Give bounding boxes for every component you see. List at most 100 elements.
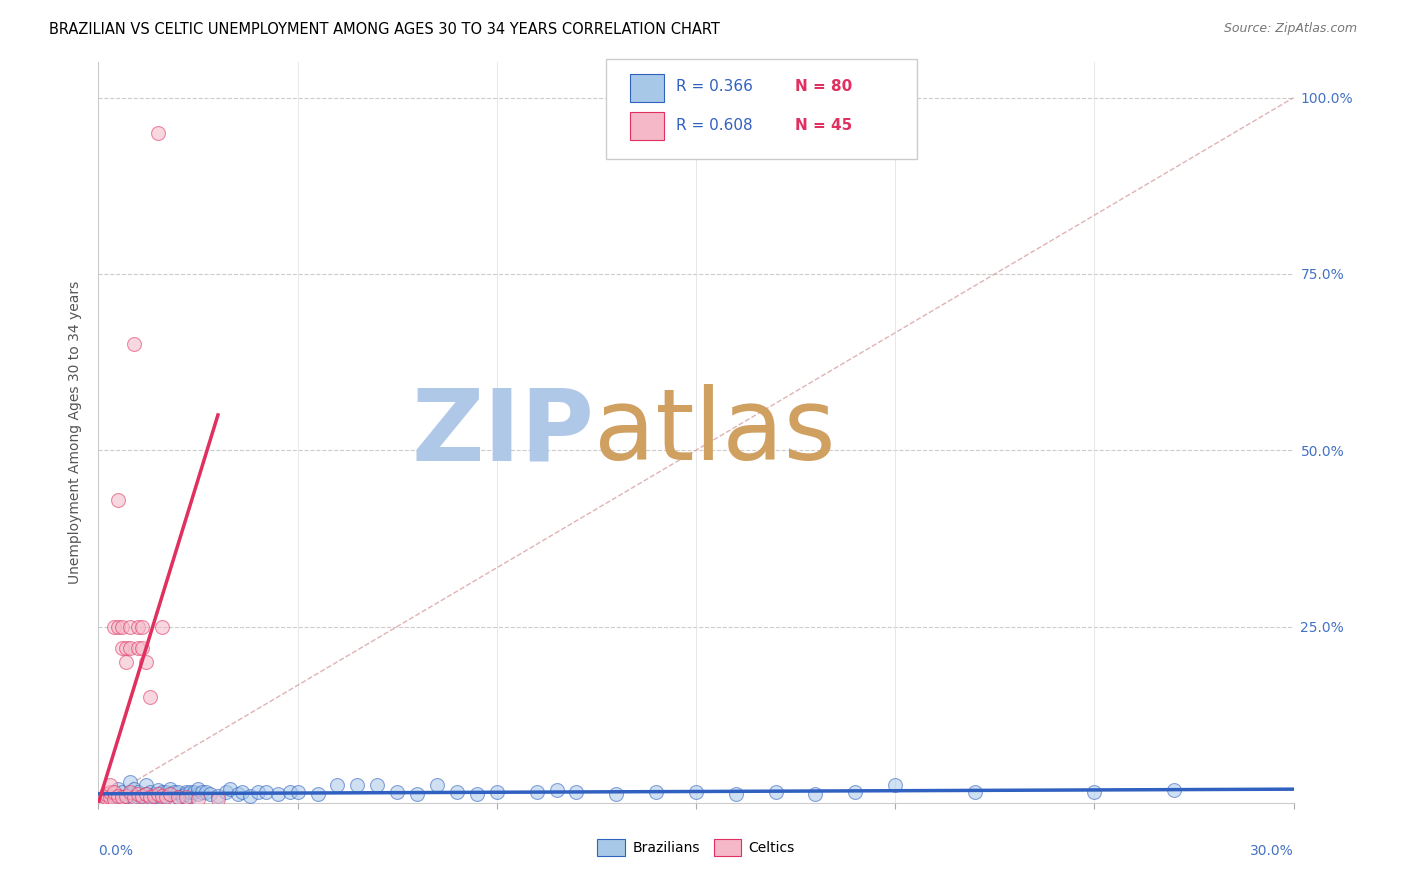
Point [148,126,170,140]
Text: R = 0.608: R = 0.608 [676,118,752,133]
Point [179,789,201,803]
Point [103,619,125,633]
Point [326,778,349,792]
Point [107,619,129,633]
Point [765,785,787,799]
Point [150,785,173,799]
Point [884,778,907,792]
Point [215,785,238,799]
Point [143,790,166,805]
Point [124,792,146,806]
Point [207,792,229,806]
Point [139,690,162,704]
Point [485,785,508,799]
Point [111,640,134,655]
Point [254,785,277,799]
Point [685,785,707,799]
Point [167,790,190,805]
Point [278,785,301,799]
Point [287,785,309,799]
Point [198,788,221,802]
Text: ZIP: ZIP [412,384,595,481]
Point [159,788,181,802]
Text: atlas: atlas [595,384,837,481]
Point [124,337,146,351]
Point [131,789,153,803]
Point [546,783,568,797]
Point [115,640,138,655]
Point [127,788,149,802]
Point [219,781,242,796]
Point [150,792,173,806]
Point [127,640,149,655]
Point [139,789,162,803]
Point [605,788,627,802]
FancyBboxPatch shape [630,112,664,140]
FancyBboxPatch shape [630,73,664,102]
Text: N = 45: N = 45 [796,118,852,133]
Point [131,619,153,633]
Point [172,789,194,803]
Point [107,789,129,803]
Point [98,778,122,792]
Point [135,788,157,802]
Point [207,789,229,803]
Point [96,790,118,805]
Point [148,783,170,797]
Point [127,785,149,799]
Text: BRAZILIAN VS CELTIC UNEMPLOYMENT AMONG AGES 30 TO 34 YEARS CORRELATION CHART: BRAZILIAN VS CELTIC UNEMPLOYMENT AMONG A… [49,22,720,37]
Point [155,789,177,803]
Point [150,619,173,633]
Point [103,785,125,799]
Point [195,785,218,799]
Point [465,788,488,802]
Point [174,788,197,802]
Point [191,785,214,799]
Point [103,792,125,806]
Point [143,788,166,802]
Point [135,788,157,802]
Point [115,789,138,803]
Point [115,792,138,806]
Point [645,785,668,799]
Point [187,788,209,802]
Point [804,788,827,802]
Point [159,781,181,796]
FancyBboxPatch shape [606,59,917,159]
Point [139,785,162,799]
Point [127,790,149,805]
Point [163,785,186,799]
Point [246,785,269,799]
Point [111,619,134,633]
Point [446,785,468,799]
Point [148,789,170,803]
Point [131,792,153,806]
Point [91,792,114,806]
Text: Source: ZipAtlas.com: Source: ZipAtlas.com [1223,22,1357,36]
Point [96,790,118,805]
Point [179,785,201,799]
Point [267,788,290,802]
Point [115,655,138,669]
Point [135,778,157,792]
Point [96,788,118,802]
Y-axis label: Unemployment Among Ages 30 to 34 years: Unemployment Among Ages 30 to 34 years [69,281,83,584]
Point [148,788,170,802]
Point [366,778,388,792]
Point [231,785,253,799]
Point [167,785,190,799]
Point [120,788,142,802]
Point [155,785,177,799]
Point [111,790,134,805]
Point [107,792,129,806]
Point [127,619,149,633]
Point [124,781,146,796]
Text: 30.0%: 30.0% [1250,845,1294,858]
Point [724,788,747,802]
Point [139,790,162,805]
Point [107,492,129,507]
Point [963,785,986,799]
Point [346,778,368,792]
Point [226,788,249,802]
Point [565,785,588,799]
